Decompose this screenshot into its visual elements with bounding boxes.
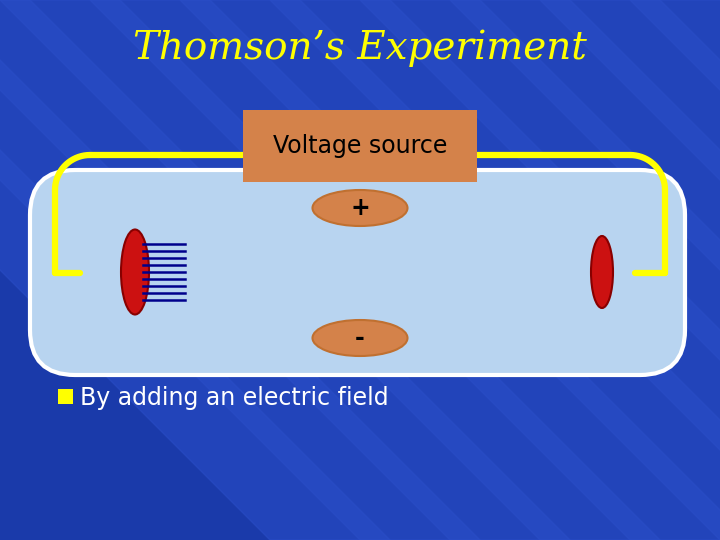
Ellipse shape xyxy=(312,320,408,356)
Text: +: + xyxy=(350,196,370,220)
Polygon shape xyxy=(0,0,390,540)
FancyBboxPatch shape xyxy=(243,110,477,182)
Text: By adding an electric field: By adding an electric field xyxy=(80,386,389,410)
Text: Thomson’s Experiment: Thomson’s Experiment xyxy=(133,29,587,67)
Text: -: - xyxy=(355,326,365,350)
Ellipse shape xyxy=(312,190,408,226)
Polygon shape xyxy=(360,0,720,540)
Polygon shape xyxy=(0,0,480,540)
Text: Voltage source: Voltage source xyxy=(273,134,447,158)
Polygon shape xyxy=(540,0,720,540)
Ellipse shape xyxy=(591,236,613,308)
Polygon shape xyxy=(270,0,720,540)
Bar xyxy=(58,389,73,404)
Ellipse shape xyxy=(121,230,149,314)
Polygon shape xyxy=(450,0,720,540)
Polygon shape xyxy=(180,0,720,540)
FancyBboxPatch shape xyxy=(30,170,685,375)
Polygon shape xyxy=(0,0,570,540)
Polygon shape xyxy=(630,0,720,540)
Polygon shape xyxy=(0,0,660,540)
Polygon shape xyxy=(90,0,720,540)
